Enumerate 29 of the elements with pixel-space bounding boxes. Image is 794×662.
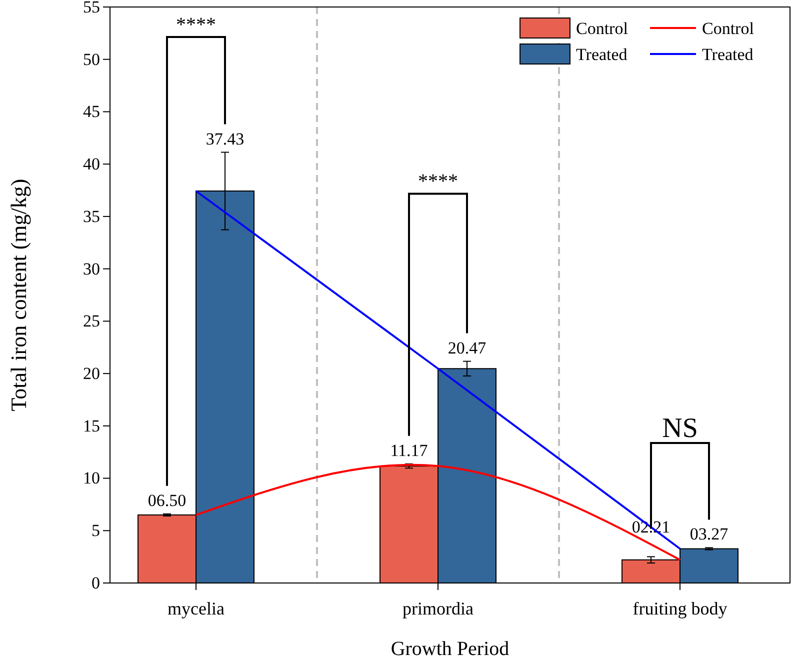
y-tick-label: 10	[83, 468, 100, 488]
y-tick-label: 30	[83, 259, 100, 278]
y-tick-label: 0	[92, 573, 100, 592]
y-tick-label: 40	[83, 154, 100, 174]
annotation: ****	[176, 14, 216, 36]
legend-label: Treated	[702, 45, 754, 64]
x-tick-label: mycelia	[168, 598, 224, 619]
data-label: 03.27	[690, 524, 729, 544]
y-tick-label: 50	[83, 50, 100, 69]
y-axis-title: Total iron content (mg/kg)	[6, 178, 31, 412]
x-tick-label: fruiting body	[632, 598, 728, 619]
y-tick-label: 55	[83, 0, 100, 16]
y-tick-label: 5	[92, 521, 100, 540]
data-label: 37.43	[206, 129, 244, 148]
data-label: 11.17	[390, 440, 428, 460]
legend-label: Treated	[576, 45, 628, 64]
legend-label: Control	[702, 19, 754, 38]
x-axis-title: Growth Period	[390, 638, 510, 660]
data-label: 06.50	[148, 490, 186, 510]
data-label: 20.47	[448, 338, 487, 358]
y-tick-label: 25	[83, 312, 100, 331]
y-tick-label: 45	[83, 102, 100, 122]
annotation: ****	[418, 170, 458, 193]
y-tick-label: 15	[83, 416, 100, 436]
annotation: NS	[662, 412, 698, 444]
y-tick-label: 20	[83, 364, 100, 383]
legend-label: Control	[576, 19, 628, 38]
x-tick-label: primordia	[402, 598, 474, 619]
y-tick-label: 35	[83, 206, 100, 226]
